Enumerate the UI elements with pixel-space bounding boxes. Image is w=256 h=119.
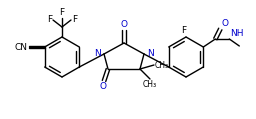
Text: CH₃: CH₃ bbox=[143, 80, 157, 89]
Text: F: F bbox=[47, 15, 52, 25]
Text: CH₃: CH₃ bbox=[155, 60, 169, 69]
Text: F: F bbox=[59, 8, 65, 17]
Text: F: F bbox=[182, 26, 187, 35]
Text: NH: NH bbox=[230, 29, 244, 38]
Text: O: O bbox=[221, 19, 228, 28]
Text: F: F bbox=[72, 15, 77, 25]
Text: O: O bbox=[121, 20, 127, 29]
Text: CN: CN bbox=[15, 42, 28, 52]
Text: N: N bbox=[147, 50, 154, 59]
Text: O: O bbox=[100, 82, 106, 91]
Text: N: N bbox=[94, 50, 101, 59]
